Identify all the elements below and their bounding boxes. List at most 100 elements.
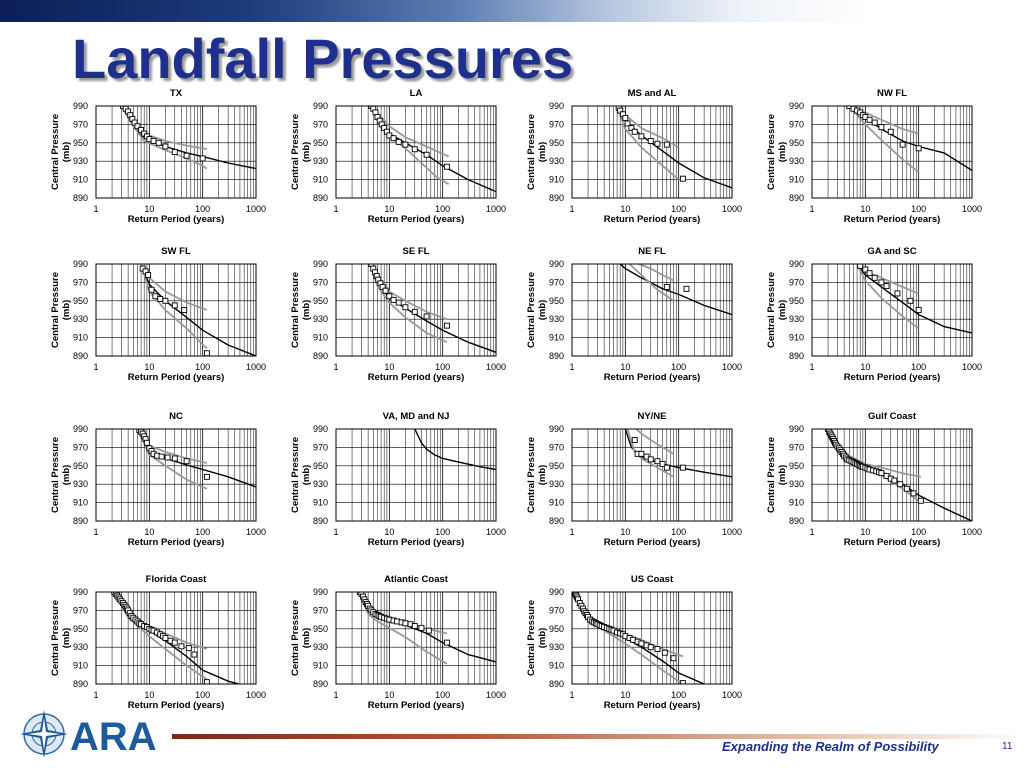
y-tick-label: 930 [549, 314, 564, 324]
chart-title: MS and AL [628, 88, 677, 99]
chart-panel: 1 10 100 1000 990 970 950 930 910 890 Gulf Coast Re… [766, 411, 982, 548]
model-curve-line [619, 264, 732, 316]
observed-point [654, 646, 661, 652]
y-tick-label: 970 [789, 442, 804, 452]
x-tick-label: 10 [384, 204, 394, 214]
observed-point [402, 620, 409, 627]
y-axis-label-line: (mb) [537, 465, 548, 486]
y-tick-label: 910 [313, 498, 328, 508]
chart-panel: 1 10 100 1000 990 970 950 930 910 890 Atlantic Coa… [290, 574, 506, 711]
y-tick-label: 970 [313, 605, 328, 615]
observed-point [158, 453, 165, 460]
observed-point [390, 135, 397, 142]
series-layer [136, 429, 256, 490]
y-tick-label: 950 [73, 624, 88, 634]
chart-title: SW FL [161, 246, 191, 257]
y-axis-label-line: Central Pressure [290, 600, 301, 676]
plot-frame [571, 263, 733, 357]
y-axis-label-line: Central Pressure [526, 114, 537, 190]
x-tick-label: 100 [435, 527, 450, 537]
y-tick-label: 910 [789, 175, 804, 185]
x-tick-label: 1 [809, 527, 814, 537]
y-tick-label: 990 [313, 101, 328, 111]
x-tick-label: 10 [860, 362, 870, 372]
x-tick-label: 1000 [722, 204, 742, 214]
observed-point [162, 635, 169, 641]
chart-panel: 1 10 100 1000 990 970 950 930 910 890 TX Return Per… [50, 88, 266, 225]
observed-point [910, 490, 917, 497]
x-axis-label: Return Period (years) [128, 700, 225, 711]
x-tick-label: 100 [195, 362, 210, 372]
x-tick-label: 100 [671, 204, 686, 214]
y-axis-label: Central Pressure (mb) [766, 114, 788, 190]
x-tick-label: 1000 [246, 362, 266, 372]
y-axis-label-line: (mb) [301, 300, 312, 321]
plot-area [336, 592, 496, 684]
y-tick-label: 950 [73, 138, 88, 148]
y-tick-label: 950 [313, 461, 328, 471]
x-tick-label: 1000 [486, 362, 506, 372]
observed-point [164, 454, 171, 461]
x-tick-label: 100 [911, 204, 926, 214]
y-tick-label: 970 [73, 605, 88, 615]
series-layer [139, 264, 256, 356]
observed-point [897, 481, 904, 488]
chart-title: US Coast [631, 574, 674, 585]
observed-point [907, 297, 914, 304]
chart-title: LA [410, 88, 423, 99]
series-layer [825, 429, 972, 521]
y-axis-label: Central Pressure (mb) [290, 437, 312, 513]
y-axis-label: Central Pressure (mb) [766, 437, 788, 513]
observed-point [679, 175, 686, 182]
observed-point [155, 139, 162, 146]
y-tick-label: 910 [549, 175, 564, 185]
chart-panel: 1 10 100 1000 990 970 950 930 910 890 SW FL Return … [50, 246, 266, 383]
observed-point [631, 437, 638, 443]
observed-point [846, 106, 853, 109]
x-tick-label: 1 [333, 362, 338, 372]
observed-point [143, 439, 150, 446]
observed-point [638, 640, 645, 647]
observed-point [171, 302, 178, 309]
x-tick-label: 1000 [246, 527, 266, 537]
y-tick-label: 910 [313, 661, 328, 671]
plot-frame [811, 105, 973, 199]
chart-panel: 1 10 100 1000 990 970 950 930 910 890 NE FL Return … [526, 246, 742, 383]
confidence-band-line [136, 429, 208, 490]
y-tick-label: 970 [73, 277, 88, 287]
x-tick-label: 1 [569, 204, 574, 214]
y-axis-label: Central Pressure (mb) [50, 437, 72, 513]
y-axis-label: Central Pressure (mb) [290, 272, 312, 348]
y-tick-label: 950 [789, 461, 804, 471]
series-layer [356, 592, 496, 665]
y-tick-label: 890 [549, 516, 564, 526]
y-axis-label-line: (mb) [301, 142, 312, 163]
x-tick-label: 100 [435, 362, 450, 372]
plot-area [812, 106, 972, 198]
y-tick-label: 890 [313, 679, 328, 689]
x-tick-label: 10 [860, 527, 870, 537]
chart-title: Atlantic Coast [384, 574, 449, 585]
x-axis-label: Return Period (years) [368, 372, 465, 383]
y-tick-label: 990 [789, 101, 804, 111]
y-tick-label: 930 [73, 314, 88, 324]
series-layer [119, 106, 256, 170]
x-tick-label: 100 [671, 527, 686, 537]
observed-point [171, 639, 178, 646]
y-tick-label: 950 [73, 461, 88, 471]
chart-title: Florida Coast [146, 574, 208, 585]
x-tick-label: 100 [435, 204, 450, 214]
chart-title: SE FL [403, 246, 430, 257]
observed-point [191, 651, 198, 658]
y-tick-label: 890 [73, 193, 88, 203]
observed-point [679, 680, 686, 684]
plot-area [572, 429, 732, 521]
chart-title: GA and SC [867, 246, 916, 257]
x-tick-label: 1000 [486, 690, 506, 700]
x-tick-label: 10 [144, 362, 154, 372]
x-tick-label: 10 [860, 204, 870, 214]
y-tick-label: 990 [549, 101, 564, 111]
observed-point [138, 126, 145, 133]
chart-title: NW FL [877, 88, 907, 99]
observed-point [423, 151, 430, 158]
